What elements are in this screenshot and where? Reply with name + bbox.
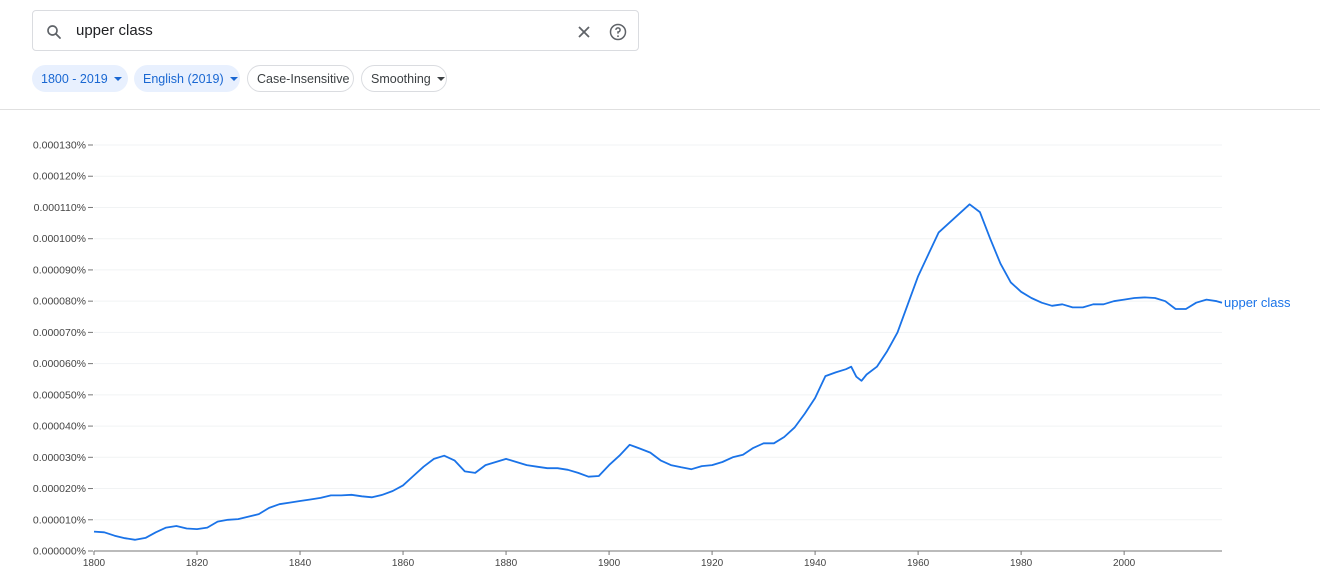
search-icon <box>43 11 65 52</box>
case-insensitive-label: Case-Insensitive <box>257 71 350 86</box>
corpus-dropdown[interactable]: English (2019) <box>134 65 240 92</box>
caret-down-icon <box>436 76 445 81</box>
y-tick-label: 0.000090% <box>33 264 86 276</box>
y-tick-label: 0.000010% <box>33 514 86 526</box>
y-tick-label: 0.000040% <box>33 421 86 433</box>
y-tick-label: 0.000060% <box>33 358 86 370</box>
y-tick-label: 0.000070% <box>33 327 86 339</box>
x-tick-label: 1920 <box>701 558 724 569</box>
x-tick-label: 1980 <box>1010 558 1033 569</box>
smoothing-label: Smoothing <box>371 71 431 86</box>
y-tick-label: 0.000020% <box>33 483 86 495</box>
x-tick-label: 1800 <box>83 558 106 569</box>
x-tick-label: 2000 <box>1113 558 1136 569</box>
y-tick-label: 0.000110% <box>34 202 86 214</box>
toolbar-divider <box>0 109 1320 110</box>
smoothing-dropdown[interactable]: Smoothing <box>361 65 447 92</box>
year-range-label: 1800 - 2019 <box>41 71 108 86</box>
x-tick-label: 1900 <box>598 558 621 569</box>
y-tick-label: 0.000120% <box>33 171 86 183</box>
ngram-chart[interactable]: 0.000000% 0.000010% 0.000020% 0.000030% 0.00… <box>0 120 1320 580</box>
x-tick-label: 1840 <box>289 558 312 569</box>
y-tick-label: 0.000080% <box>33 296 86 308</box>
x-tick-label: 1960 <box>907 558 930 569</box>
series-line <box>93 203 1223 541</box>
year-range-dropdown[interactable]: 1800 - 2019 <box>32 65 128 92</box>
x-tick-label: 1940 <box>804 558 827 569</box>
y-tick-label: 0.000100% <box>33 233 86 245</box>
y-tick-label: 0.000130% <box>33 140 86 152</box>
case-insensitive-toggle[interactable]: Case-Insensitive <box>247 65 354 92</box>
y-tick-label: 0.000000% <box>33 546 86 558</box>
x-tick-label: 1860 <box>392 558 415 569</box>
corpus-label: English (2019) <box>143 71 224 86</box>
search-bar[interactable] <box>32 10 639 51</box>
close-icon[interactable] <box>573 11 595 52</box>
y-tick-label: 0.000030% <box>33 452 86 464</box>
x-tick-label: 1880 <box>495 558 518 569</box>
y-tick-label: 0.000050% <box>33 389 86 401</box>
x-tick-label: 1820 <box>186 558 209 569</box>
caret-down-icon <box>113 76 122 81</box>
help-icon[interactable] <box>606 11 630 52</box>
search-input[interactable] <box>76 11 556 50</box>
series-label: upper class <box>1224 295 1291 310</box>
caret-down-icon <box>229 76 238 81</box>
